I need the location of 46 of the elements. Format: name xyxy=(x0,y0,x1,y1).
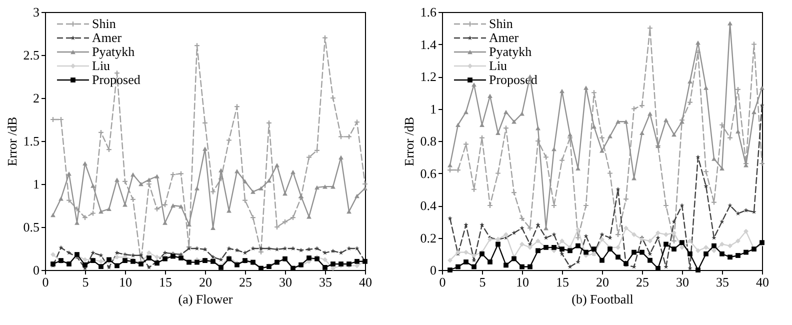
x-tick-label: 10 xyxy=(516,274,529,290)
x-tick-label: 15 xyxy=(159,274,172,290)
y-tick-label: 1.6 xyxy=(420,4,437,20)
legend-label: Liu xyxy=(92,58,111,73)
y-tick-label: 0.4 xyxy=(420,198,437,213)
y-tick-label: 2 xyxy=(33,90,40,106)
legend-label: Pyatykh xyxy=(489,44,532,59)
x-axis-title: (b) Football xyxy=(572,292,634,306)
y-tick-label: 0 xyxy=(430,262,436,278)
x-tick-label: 35 xyxy=(716,274,729,290)
legend-label: Amer xyxy=(489,30,520,45)
y-tick-label: 0.8 xyxy=(420,134,436,148)
y-tick-label: 1 xyxy=(430,101,436,116)
x-tick-label: 20 xyxy=(596,274,609,290)
y-tick-label: 1.2 xyxy=(420,69,436,84)
x-tick-label: 30 xyxy=(279,274,292,290)
legend-label: Proposed xyxy=(92,72,141,87)
x-tick-label: 35 xyxy=(319,274,332,290)
y-tick-label: 0.2 xyxy=(420,230,436,246)
y-axis-title: Error /dB xyxy=(401,116,416,166)
y-tick-label: 0.6 xyxy=(420,166,437,181)
y-tick-label: 0 xyxy=(33,262,40,278)
y-tick-label: 1.4 xyxy=(420,36,437,52)
x-tick-label: 25 xyxy=(636,274,649,290)
y-tick-label: 1 xyxy=(33,176,40,192)
y-axis-title: Error /dB xyxy=(4,116,20,166)
x-tick-label: 25 xyxy=(239,274,252,290)
x-axis-title: (a) Flower xyxy=(178,292,234,306)
legend-label: Liu xyxy=(489,58,508,73)
x-tick-label: 5 xyxy=(82,274,89,290)
legend-label: Amer xyxy=(92,30,122,45)
x-tick-label: 10 xyxy=(119,274,132,290)
y-tick-label: 3 xyxy=(33,4,40,20)
legend-label: Proposed xyxy=(489,72,538,87)
legend-label: Shin xyxy=(489,16,514,31)
x-tick-label: 30 xyxy=(676,274,689,290)
y-tick-label: 1.5 xyxy=(23,134,40,148)
y-tick-label: 2.5 xyxy=(23,48,40,62)
x-tick-label: 40 xyxy=(359,274,372,290)
x-tick-label: 20 xyxy=(199,274,212,290)
legend-label: Pyatykh xyxy=(92,44,136,59)
x-tick-label: 15 xyxy=(556,274,569,290)
x-tick-label: 40 xyxy=(756,274,769,290)
legend-label: Shin xyxy=(92,16,116,31)
y-tick-label: 0.5 xyxy=(23,220,40,234)
x-tick-label: 5 xyxy=(479,274,486,290)
